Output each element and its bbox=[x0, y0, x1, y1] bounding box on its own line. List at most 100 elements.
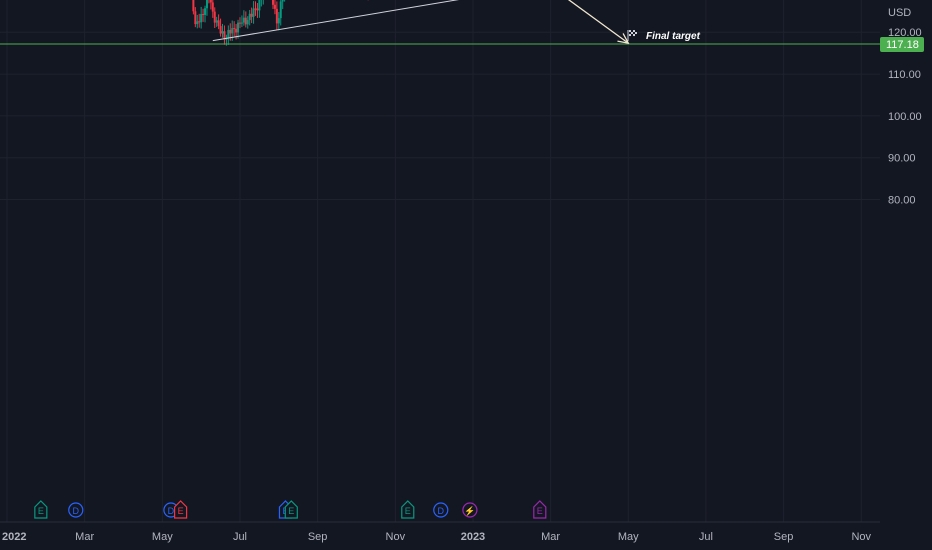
candle-body bbox=[281, 0, 284, 2]
projection-arrow[interactable] bbox=[485, 0, 629, 44]
event-marker-s[interactable]: ⚡ bbox=[462, 502, 478, 518]
flag-square bbox=[631, 34, 633, 37]
candle-body bbox=[254, 8, 257, 10]
candle-body bbox=[242, 17, 245, 23]
event-marker-d[interactable]: D bbox=[433, 502, 449, 518]
candle-body bbox=[200, 13, 203, 23]
flag-square bbox=[631, 32, 633, 35]
x-tick-label: Mar bbox=[541, 531, 560, 543]
event-marker-e[interactable]: E bbox=[401, 500, 415, 519]
x-tick-label: 2023 bbox=[461, 531, 485, 543]
candle-body bbox=[237, 22, 240, 33]
flag-square bbox=[629, 34, 631, 37]
candle-body bbox=[194, 11, 197, 25]
flag-square bbox=[633, 34, 635, 37]
marker-shape bbox=[284, 500, 298, 519]
candle-body bbox=[227, 29, 230, 38]
x-tick-label: Mar bbox=[75, 531, 94, 543]
x-tick-label: Jul bbox=[699, 531, 713, 543]
candle-body bbox=[213, 11, 216, 23]
candle-body bbox=[229, 29, 232, 34]
candle-body bbox=[244, 17, 247, 25]
channel-lower-line[interactable] bbox=[212, 0, 722, 42]
event-marker-d[interactable]: D bbox=[68, 502, 84, 518]
marker-label: E bbox=[537, 506, 543, 516]
x-tick-label: May bbox=[618, 531, 639, 543]
event-marker-e[interactable]: E bbox=[174, 500, 188, 519]
candle-body bbox=[217, 20, 220, 26]
event-marker-e[interactable]: E bbox=[34, 500, 48, 519]
marker-shape bbox=[174, 500, 188, 519]
candle-body bbox=[219, 25, 222, 34]
y-tick-label: 120.00 bbox=[888, 27, 922, 39]
checkered-flag-icon bbox=[627, 30, 637, 42]
x-tick-label: Nov bbox=[851, 531, 871, 543]
marker-label: E bbox=[38, 506, 44, 516]
marker-label: ⚡ bbox=[464, 505, 475, 517]
candle-body bbox=[204, 8, 207, 15]
y-tick-label: 110.00 bbox=[888, 69, 921, 81]
candle-body bbox=[205, 0, 208, 9]
candle-body bbox=[192, 0, 195, 12]
flag-square bbox=[631, 30, 633, 33]
candle-body bbox=[235, 28, 238, 33]
candle-body bbox=[215, 20, 218, 23]
marker-shape bbox=[34, 500, 48, 519]
candle-body bbox=[223, 31, 226, 40]
marker-shape bbox=[433, 502, 449, 518]
drawings[interactable]: Final target bbox=[0, 0, 880, 45]
marker-label: E bbox=[288, 506, 294, 516]
candle-body bbox=[240, 22, 243, 24]
y-tick-label: 90.00 bbox=[888, 153, 916, 165]
arrow-head-icon bbox=[617, 33, 630, 44]
price-axis[interactable]: 80.0090.00100.00110.00120.00130.00140.00… bbox=[880, 0, 932, 207]
marker-shape bbox=[462, 502, 478, 518]
time-axis[interactable]: 2022 Mar May Jul Sep Nov 2023 Mar May Jul Sep Nov bbox=[2, 531, 872, 543]
candle-body bbox=[211, 2, 214, 12]
event-marker-e[interactable]: E bbox=[284, 500, 298, 519]
candle-body bbox=[196, 21, 199, 25]
x-tick-label: Nov bbox=[386, 531, 406, 543]
marker-label: D bbox=[438, 506, 445, 516]
candle-body bbox=[238, 22, 241, 24]
flag-square bbox=[635, 32, 637, 35]
marker-shape bbox=[68, 502, 84, 518]
candle-body bbox=[252, 8, 255, 17]
candle-body bbox=[221, 31, 224, 34]
x-tick-label: Jul bbox=[233, 531, 247, 543]
marker-label: D bbox=[73, 506, 80, 516]
flag-square bbox=[629, 32, 631, 35]
y-tick-label: 80.00 bbox=[888, 195, 916, 207]
candle-body bbox=[202, 13, 205, 15]
candle-body bbox=[258, 0, 261, 11]
marker-label: E bbox=[178, 506, 184, 516]
support-price-badge[interactable] bbox=[880, 37, 924, 53]
flag-square bbox=[635, 30, 637, 33]
candle-body bbox=[277, 18, 280, 24]
candle-body bbox=[248, 13, 251, 21]
candle-body bbox=[198, 21, 201, 23]
marker-shape bbox=[401, 500, 415, 519]
support-price-label: 117.18 bbox=[886, 39, 919, 51]
candle-body bbox=[209, 0, 212, 3]
flag-square bbox=[629, 30, 631, 33]
annotation-text[interactable]: Final target bbox=[646, 31, 701, 42]
candle-body bbox=[273, 4, 276, 9]
candle-body bbox=[246, 20, 249, 25]
currency-label: USD bbox=[888, 7, 911, 19]
event-marker-e[interactable]: E bbox=[533, 500, 547, 519]
event-markers[interactable]: EDDEEEED⚡E bbox=[34, 500, 547, 519]
marker-shape bbox=[533, 500, 547, 519]
candle-body bbox=[256, 8, 259, 11]
x-tick-label: 2022 bbox=[2, 531, 26, 543]
x-tick-label: Sep bbox=[308, 531, 328, 543]
flag-square bbox=[633, 32, 635, 35]
candle-body bbox=[233, 28, 236, 30]
flag-square bbox=[635, 34, 637, 37]
marker-label: E bbox=[405, 506, 411, 516]
candle-body bbox=[231, 28, 234, 34]
x-tick-label: May bbox=[152, 531, 173, 543]
y-tick-label: 100.00 bbox=[888, 111, 922, 123]
candle-body bbox=[279, 1, 282, 19]
